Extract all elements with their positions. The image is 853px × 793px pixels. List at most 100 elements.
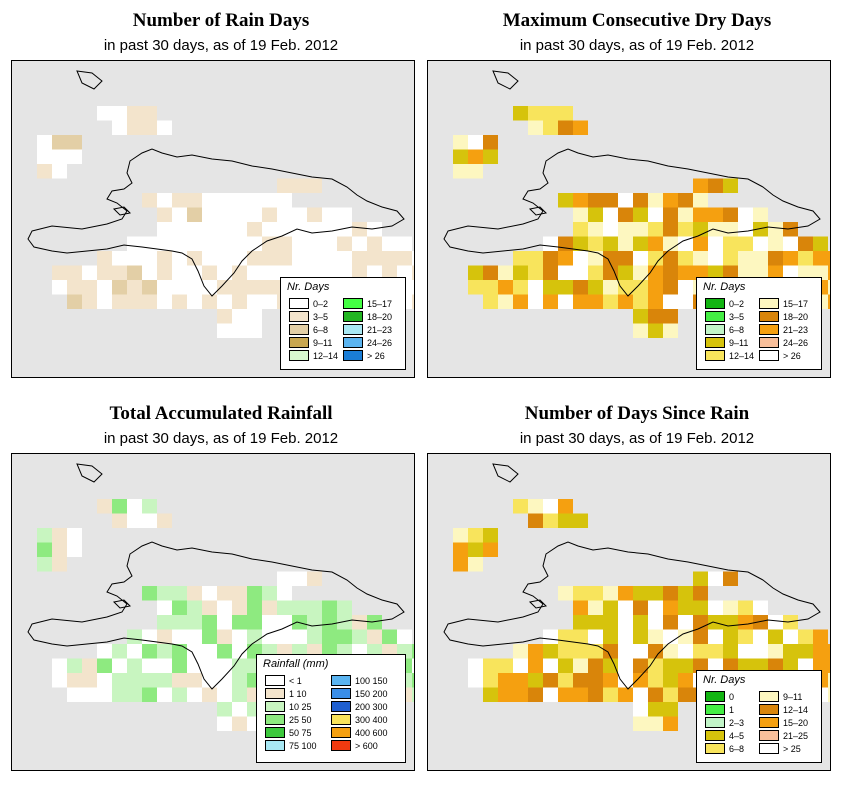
grid-cell — [693, 644, 708, 659]
grid-cell — [187, 687, 202, 702]
grid-cell — [543, 265, 558, 280]
grid-cell — [678, 294, 693, 309]
legend-swatch — [705, 743, 725, 754]
grid-cell — [127, 251, 142, 266]
grid-cell — [187, 207, 202, 222]
grid-cell — [322, 600, 337, 615]
grid-cell — [678, 615, 693, 630]
legend-swatch — [705, 298, 725, 309]
legend-item: 21–25 — [759, 730, 808, 741]
legend-swatch — [705, 704, 725, 715]
grid-cell — [232, 644, 247, 659]
grid-cell — [82, 265, 97, 280]
grid-cell — [633, 586, 648, 601]
grid-cell — [603, 193, 618, 208]
grid-cell — [708, 178, 723, 193]
grid-cell — [678, 673, 693, 688]
grid-cell — [412, 265, 414, 280]
grid-cell — [157, 222, 172, 237]
grid-cell — [648, 586, 663, 601]
legend-label: 18–20 — [367, 311, 393, 322]
grid-cell — [52, 673, 67, 688]
map-legend: Nr. Days 0–2 3–5 6–8 9–11 12–14 15–17 18–20 21–… — [280, 277, 406, 370]
grid-cell — [663, 644, 678, 659]
grid-cell — [528, 120, 543, 135]
grid-cell — [558, 294, 573, 309]
grid-cell — [513, 673, 528, 688]
legend-swatch — [343, 350, 363, 361]
grid-cell — [217, 629, 232, 644]
grid-cell — [307, 222, 322, 237]
grid-cell — [247, 193, 262, 208]
grid-cell — [202, 658, 217, 673]
grid-cell — [738, 207, 753, 222]
legend-swatch — [759, 311, 779, 322]
grid-cell — [247, 323, 262, 338]
grid-cell — [172, 193, 187, 208]
grid-cell — [573, 586, 588, 601]
legend-title: Nr. Days — [287, 281, 330, 293]
grid-cell — [513, 687, 528, 702]
grid-cell — [588, 600, 603, 615]
legend-item: 300 400 — [331, 714, 388, 725]
grid-cell — [157, 629, 172, 644]
grid-cell — [558, 120, 573, 135]
grid-cell — [783, 615, 798, 630]
legend-label: 12–14 — [729, 350, 755, 361]
grid-cell — [663, 193, 678, 208]
grid-cell — [483, 542, 498, 557]
grid-cell — [127, 499, 142, 514]
grid-cell — [97, 673, 112, 688]
grid-cell — [663, 323, 678, 338]
grid-cell — [573, 265, 588, 280]
grid-cell — [723, 658, 738, 673]
grid-cell — [307, 600, 322, 615]
grid-cell — [232, 294, 247, 309]
legend-item: > 25 — [759, 743, 801, 754]
grid-cell — [172, 658, 187, 673]
grid-cell — [52, 658, 67, 673]
grid-cell — [127, 687, 142, 702]
grid-cell — [588, 207, 603, 222]
grid-cell — [202, 280, 217, 295]
legend-item: 3–5 — [289, 311, 328, 322]
legend-label: 12–14 — [313, 350, 339, 361]
grid-cell — [633, 323, 648, 338]
map-frame: Rainfall (mm) < 1 1 10 10 25 25 50 50 75 75 1… — [11, 453, 415, 771]
grid-cell — [142, 280, 157, 295]
grid-cell — [202, 687, 217, 702]
grid-cell — [543, 673, 558, 688]
grid-cell — [127, 513, 142, 528]
grid-cell — [397, 629, 412, 644]
grid-cell — [322, 251, 337, 266]
legend-item: 6–8 — [289, 324, 328, 335]
grid-cell — [678, 207, 693, 222]
grid-cell — [352, 629, 367, 644]
grid-cell — [678, 658, 693, 673]
legend-label: 12–14 — [783, 704, 809, 715]
grid-cell — [618, 600, 633, 615]
grid-cell — [247, 280, 262, 295]
grid-cell — [678, 280, 693, 295]
grid-cell — [663, 687, 678, 702]
grid-cell — [588, 222, 603, 237]
grid-cell — [813, 644, 828, 659]
grid-cell — [247, 600, 262, 615]
grid-cell — [337, 265, 352, 280]
grid-cell — [127, 658, 142, 673]
grid-cell — [262, 629, 277, 644]
grid-cell — [247, 222, 262, 237]
grid-cell — [468, 528, 483, 543]
grid-cell — [633, 629, 648, 644]
grid-cell — [633, 702, 648, 717]
grid-cell — [67, 265, 82, 280]
grid-cell — [262, 193, 277, 208]
grid-cell — [618, 658, 633, 673]
grid-cell — [232, 207, 247, 222]
grid-cell — [247, 251, 262, 266]
grid-cell — [232, 251, 247, 266]
grid-cell — [367, 265, 382, 280]
grid-cell — [558, 687, 573, 702]
grid-cell — [543, 280, 558, 295]
grid-cell — [588, 193, 603, 208]
